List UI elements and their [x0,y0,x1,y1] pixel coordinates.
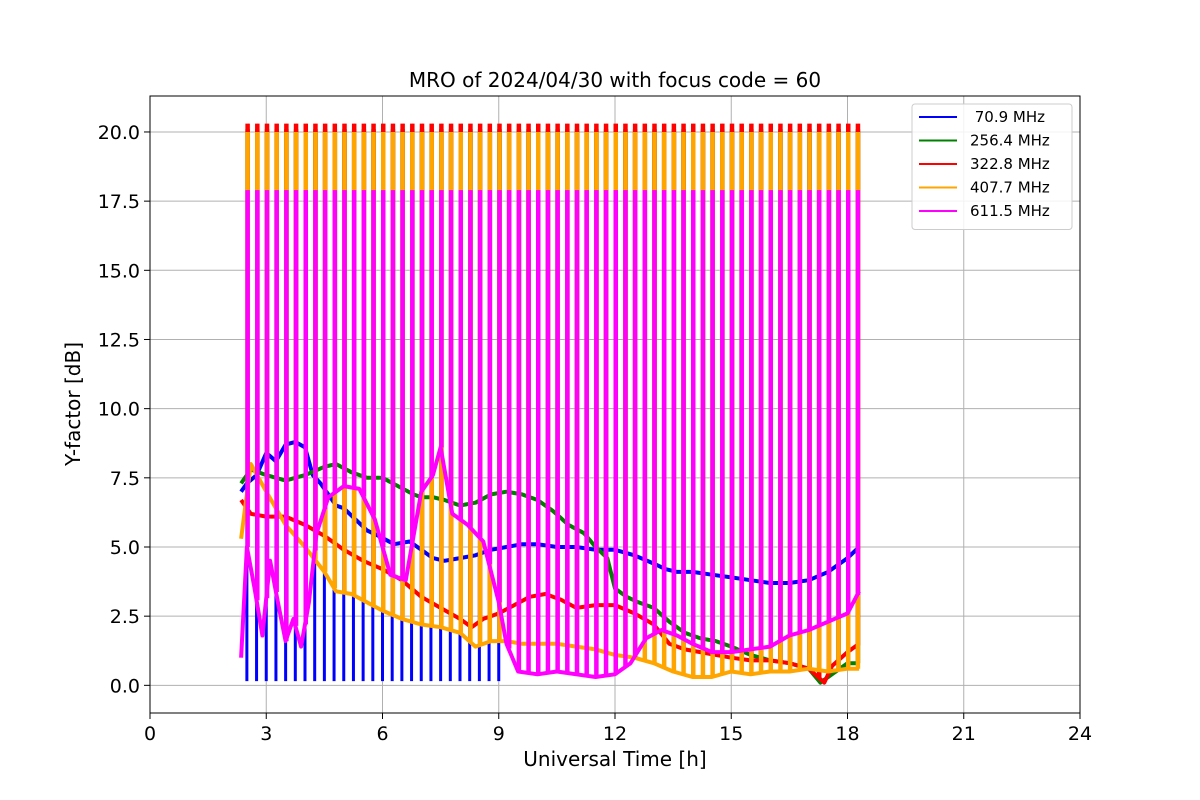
x-tick-label: 3 [260,723,272,745]
y-tick-label: 12.5 [98,329,140,351]
y-tick-label: 5.0 [110,537,140,559]
legend-item: 407.7 MHz [919,179,1050,197]
x-tick-label: 12 [603,723,627,745]
legend-item: 611.5 MHz [919,202,1050,220]
y-tick-label: 20.0 [98,122,140,144]
x-tick-label: 9 [493,723,505,745]
legend-item: 256.4 MHz [919,132,1050,150]
x-tick-label: 18 [835,723,859,745]
legend-box [911,103,1073,230]
x-tick-label: 21 [952,723,976,745]
legend-label: 611.5 MHz [970,202,1050,220]
series-line [239,498,861,685]
calibration-spikes [245,190,861,678]
x-tick-label: 6 [376,723,388,745]
legend-label: 407.7 MHz [970,179,1050,197]
x-tick-label: 15 [719,723,743,745]
x-tick-label: 24 [1068,723,1092,745]
series-line [239,445,861,679]
series-layer [239,123,861,685]
legend-label: 256.4 MHz [970,132,1050,150]
tick-layer: 0 3 6 9 12 15 18 21 24 0.0 2.5 5.0 7.5 10.0 12.5 15.0 17… [98,122,1092,745]
y-tick-label: 10.0 [98,399,140,421]
legend: 70.9 MHz 256.4 MHz 322.8 MHz 407.7 MHz 611.5… [911,103,1073,230]
y-tick-label: 2.5 [110,606,140,628]
y-tick-label: 0.0 [110,675,140,697]
y-axis-title: Y-factor [dB] [61,342,85,467]
y-tick-label: 15.0 [98,260,140,282]
legend-item: 322.8 MHz [919,155,1050,173]
y-tick-label: 17.5 [98,191,140,213]
x-tick-label: 0 [144,723,156,745]
y-tick-label: 7.5 [110,468,140,490]
chart-title: MRO of 2024/04/30 with focus code = 60 [409,68,821,92]
legend-label: 322.8 MHz [970,155,1050,173]
x-axis-title: Universal Time [h] [523,747,706,771]
legend-label: 70.9 MHz [970,108,1045,126]
legend-item: 70.9 MHz [919,108,1045,126]
